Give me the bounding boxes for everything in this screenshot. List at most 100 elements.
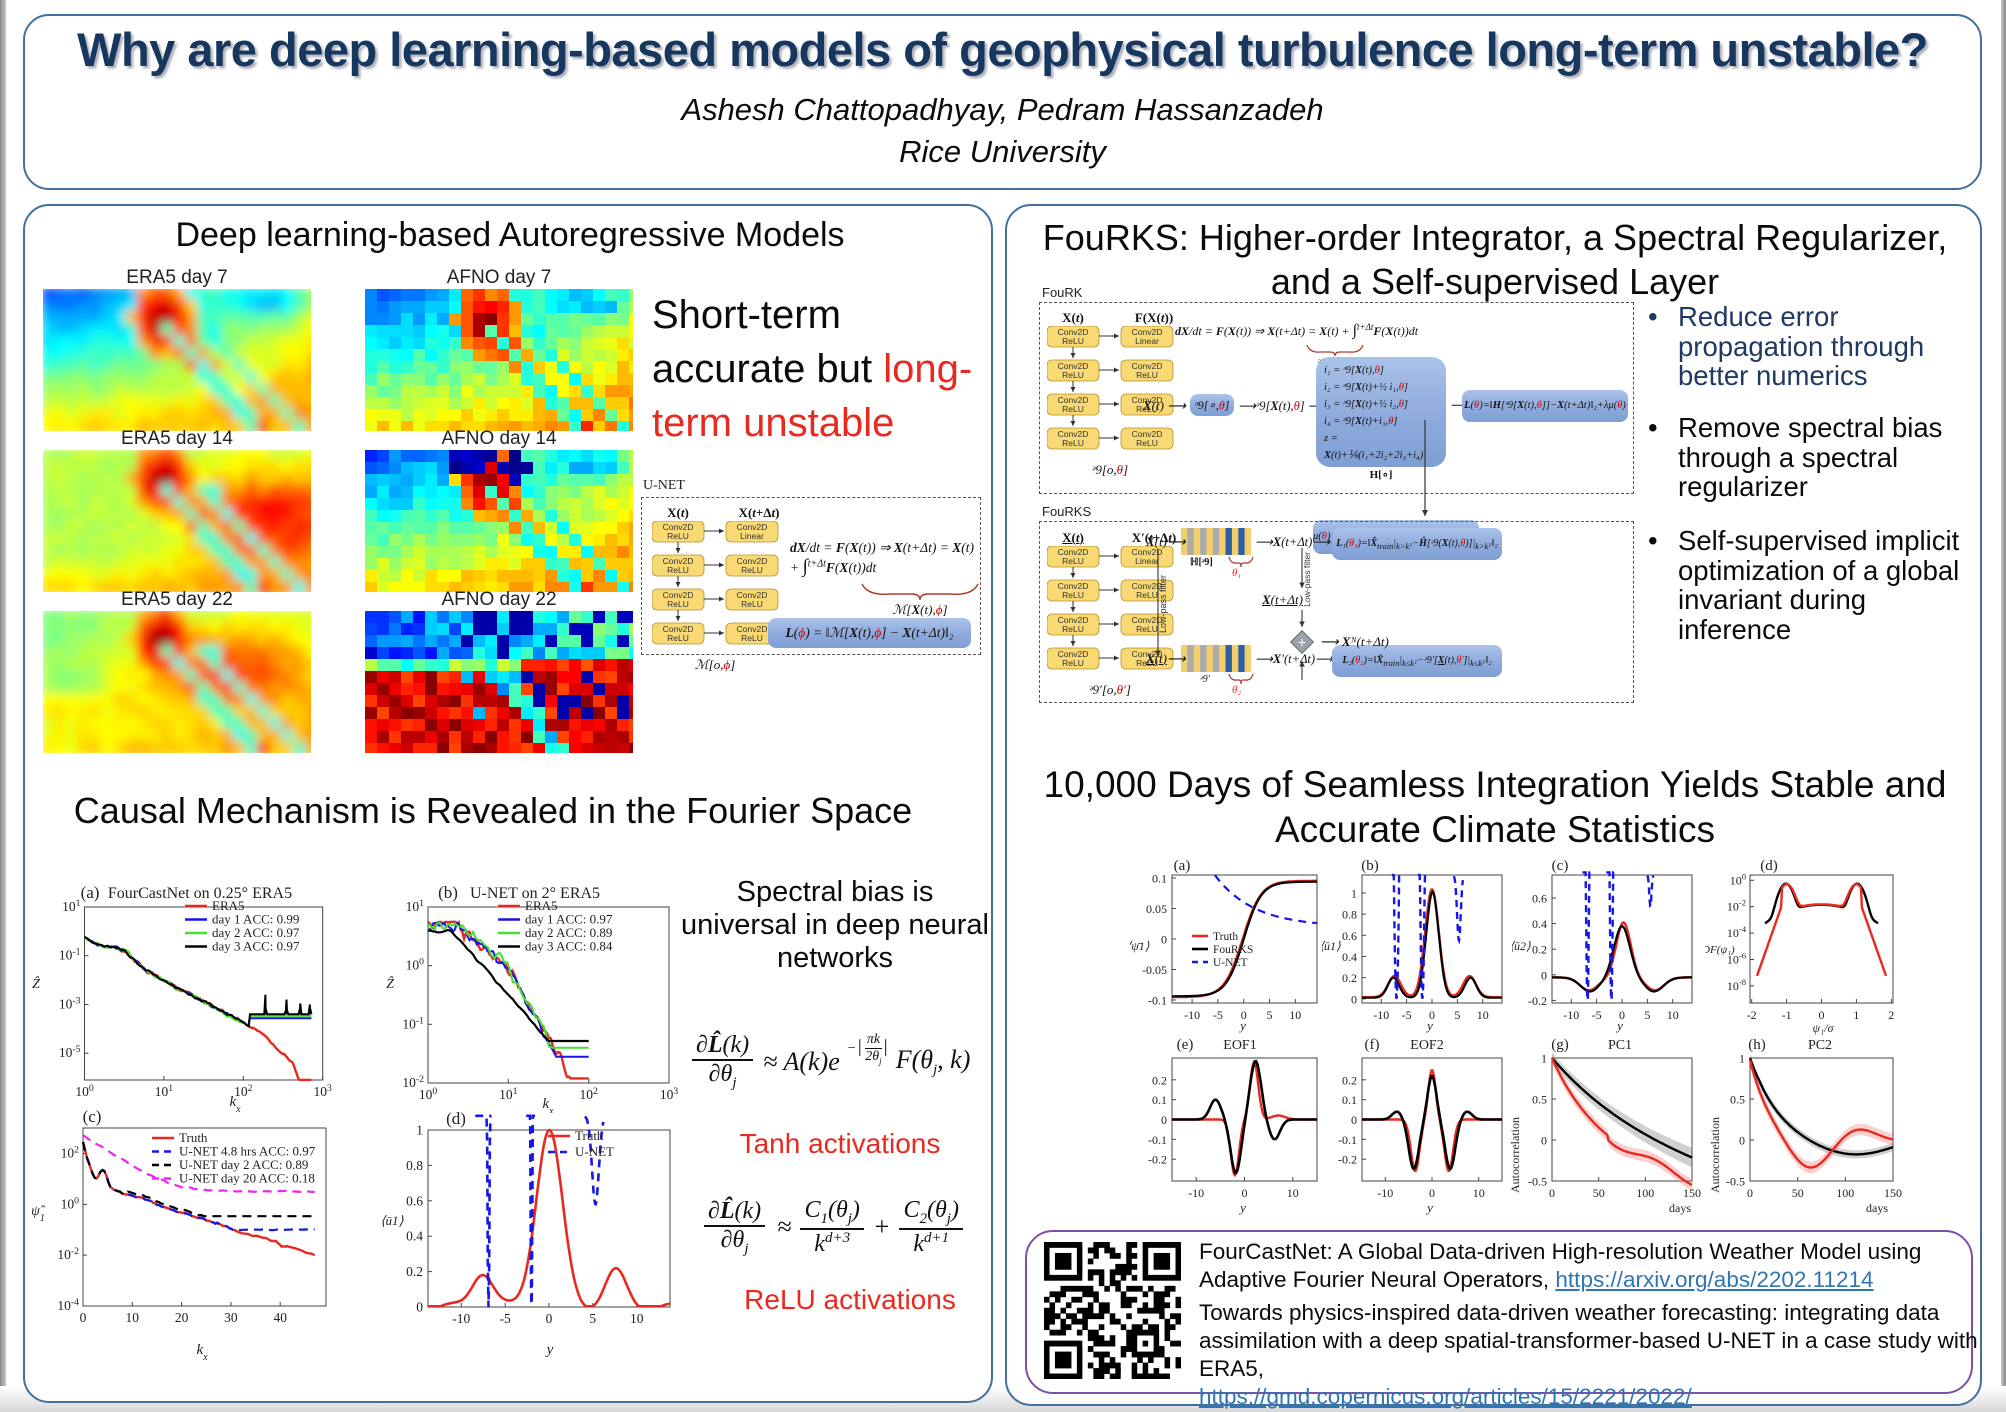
svg-text:kx: kx	[196, 1342, 208, 1360]
svg-text:Conv2D: Conv2D	[1132, 547, 1163, 557]
svg-text:102: 102	[61, 1144, 80, 1161]
svg-text:-5: -5	[1592, 1008, 1602, 1022]
svg-text:Truth: Truth	[575, 1128, 604, 1143]
svg-text:(d): (d)	[446, 1110, 466, 1128]
svg-text:0: 0	[1549, 1186, 1555, 1200]
svg-text:U-NET: U-NET	[1213, 957, 1248, 969]
svg-text:Conv2D: Conv2D	[663, 624, 694, 634]
svg-text:day 3 ACC: 0.97: day 3 ACC: 0.97	[212, 939, 300, 954]
svg-text:10-1: 10-1	[59, 946, 81, 963]
svg-text:0.2: 0.2	[1532, 943, 1547, 957]
svg-text:101: 101	[155, 1083, 174, 1100]
svg-text:⟨ū1⟩: ⟨ū1⟩	[380, 1213, 403, 1228]
svg-text:y: y	[1238, 1200, 1246, 1215]
svg-text:100: 100	[61, 1195, 80, 1212]
svg-text:days: days	[1866, 1201, 1888, 1215]
svg-text:Conv2D: Conv2D	[1132, 327, 1163, 337]
svg-text:+: +	[1298, 634, 1306, 650]
svg-text:0.4: 0.4	[1342, 950, 1357, 964]
svg-text:0.4: 0.4	[406, 1229, 423, 1244]
svg-text:0: 0	[1429, 1186, 1435, 1200]
svg-text:U-NET day 20 ACC: 0.18: U-NET day 20 ACC: 0.18	[179, 1171, 315, 1186]
svg-text:0.6: 0.6	[1532, 892, 1547, 906]
svg-text:Conv2D: Conv2D	[663, 556, 694, 566]
svg-text:U-NET 4.8 hrs ACC: 0.97: U-NET 4.8 hrs ACC: 0.97	[179, 1144, 316, 1159]
svg-text:Conv2D: Conv2D	[737, 556, 768, 566]
svg-text:0: 0	[1819, 1008, 1825, 1022]
svg-text:-0.2: -0.2	[1148, 1153, 1167, 1167]
svg-text:10: 10	[1477, 1008, 1489, 1022]
svg-text:10-4: 10-4	[57, 1297, 79, 1314]
svg-text:0.1: 0.1	[1152, 1093, 1167, 1107]
svg-text:day 3 ACC: 0.84: day 3 ACC: 0.84	[525, 939, 613, 954]
svg-text:(d): (d)	[1760, 858, 1778, 874]
svg-text:0.6: 0.6	[1342, 929, 1357, 943]
svg-text:0: 0	[80, 1310, 87, 1325]
svg-text:10: 10	[1473, 1186, 1485, 1200]
svg-text:⟨ū1⟩: ⟨ū1⟩	[1322, 939, 1341, 953]
svg-text:⟨ψ̄1⟩: ⟨ψ̄1⟩	[1130, 939, 1150, 953]
svg-text:0: 0	[1619, 1008, 1625, 1022]
svg-text:101: 101	[499, 1086, 518, 1103]
svg-text:1: 1	[1351, 887, 1357, 901]
svg-text:day 1 ACC: 0.99: day 1 ACC: 0.99	[212, 912, 299, 927]
svg-text:(g): (g)	[1551, 1037, 1569, 1053]
svg-text:U-NET on 2° ERA5: U-NET on 2° ERA5	[470, 885, 600, 902]
svg-text:Conv2D: Conv2D	[1058, 581, 1089, 591]
svg-text:0: 0	[1161, 933, 1167, 947]
svg-text:ReLU: ReLU	[741, 565, 763, 575]
svg-text:150: 150	[1683, 1186, 1701, 1200]
svg-text:10: 10	[126, 1310, 140, 1325]
svg-text:5: 5	[1454, 1008, 1460, 1022]
svg-text:100: 100	[419, 1086, 438, 1103]
svg-text:Ẑ: Ẑ	[386, 975, 394, 992]
svg-text:Autocorrelation: Autocorrelation	[1708, 1117, 1722, 1193]
svg-text:Conv2D: Conv2D	[1058, 615, 1089, 625]
svg-text:-5: -5	[1402, 1008, 1412, 1022]
svg-text:-0.1: -0.1	[1338, 1133, 1357, 1147]
svg-text:0: 0	[1161, 1113, 1167, 1127]
svg-text:(b): (b)	[438, 883, 458, 902]
svg-text:y: y	[1615, 1018, 1623, 1033]
svg-text:ReLU: ReLU	[1062, 590, 1084, 600]
svg-text:10-2: 10-2	[57, 1246, 79, 1263]
svg-text:0.5: 0.5	[1730, 1093, 1745, 1107]
svg-text:10: 10	[1289, 1008, 1301, 1022]
svg-text:Conv2D: Conv2D	[663, 590, 694, 600]
svg-text:Truth: Truth	[179, 1130, 208, 1145]
svg-text:ReLU: ReLU	[1062, 370, 1084, 380]
svg-text:ReLU: ReLU	[1062, 404, 1084, 414]
svg-text:Conv2D: Conv2D	[1058, 361, 1089, 371]
svg-text:100: 100	[406, 956, 425, 973]
svg-text:Conv2D: Conv2D	[737, 590, 768, 600]
svg-text:10: 10	[630, 1311, 644, 1326]
svg-text:(h): (h)	[1748, 1037, 1766, 1053]
svg-text:102: 102	[234, 1083, 253, 1100]
svg-text:Conv2D: Conv2D	[737, 522, 768, 532]
svg-text:-10: -10	[1373, 1008, 1389, 1022]
svg-text:10: 10	[1667, 1008, 1679, 1022]
svg-text:-0.5: -0.5	[1726, 1175, 1745, 1189]
svg-text:103: 103	[660, 1086, 679, 1103]
svg-text:-10: -10	[1563, 1008, 1579, 1022]
svg-text:10-3: 10-3	[59, 995, 81, 1012]
svg-text:ERA5: ERA5	[525, 898, 558, 913]
svg-text:y: y	[1425, 1018, 1433, 1033]
svg-text:Truth: Truth	[1213, 931, 1238, 943]
svg-text:Conv2D: Conv2D	[1132, 615, 1163, 625]
svg-text:Autocorrelation: Autocorrelation	[1508, 1117, 1522, 1193]
svg-text:ReLU: ReLU	[1136, 438, 1158, 448]
svg-text:-0.05: -0.05	[1142, 963, 1167, 977]
svg-text:kx: kx	[542, 1096, 554, 1113]
svg-text:ReLU: ReLU	[741, 633, 763, 643]
svg-text:Conv2D: Conv2D	[1132, 429, 1163, 439]
svg-text:ReLU: ReLU	[1062, 336, 1084, 346]
svg-text:-5: -5	[1213, 1008, 1223, 1022]
svg-text:kx: kx	[229, 1094, 241, 1113]
svg-text:-2: -2	[1747, 1008, 1757, 1022]
svg-text:ReLU: ReLU	[1062, 556, 1084, 566]
svg-text:10-5: 10-5	[59, 1044, 81, 1061]
svg-text:FouRKS: FouRKS	[1213, 944, 1253, 956]
svg-text:(a): (a)	[1174, 858, 1191, 874]
svg-text:ReLU: ReLU	[1136, 624, 1158, 634]
